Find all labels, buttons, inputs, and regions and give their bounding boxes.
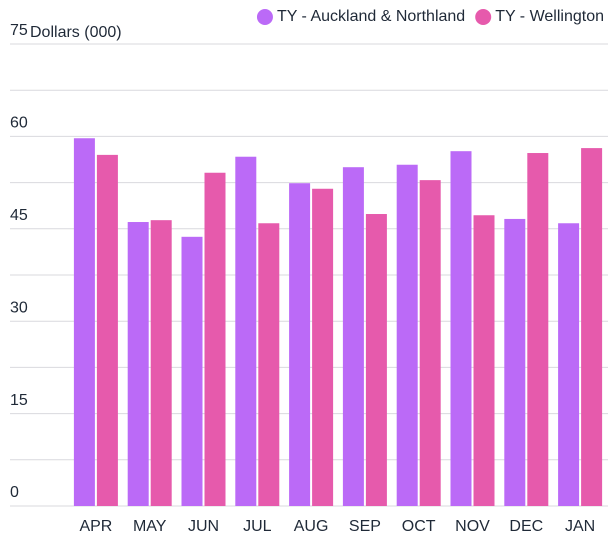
bar: [365, 214, 387, 507]
bar: [181, 236, 203, 507]
legend-label: TY - Auckland & Northland: [277, 8, 465, 25]
x-tick-label: AUG: [294, 518, 329, 535]
x-tick-label: MAY: [133, 518, 167, 535]
x-tick-label: JUN: [188, 518, 219, 535]
bar: [258, 223, 280, 507]
x-tick-label: NOV: [455, 518, 490, 535]
bar: [396, 164, 418, 506]
x-tick-label: SEP: [349, 518, 381, 535]
bar: [96, 154, 118, 506]
y-tick-label: 75: [10, 22, 28, 39]
bar: [73, 138, 95, 507]
bar: [450, 151, 472, 506]
bar: [127, 222, 149, 507]
bar: [235, 156, 257, 506]
bar: [289, 183, 311, 506]
x-tick-label: JUL: [243, 518, 272, 535]
x-tick-label: JAN: [565, 518, 595, 535]
legend-swatch: [475, 9, 492, 25]
bar: [504, 218, 526, 506]
bar: [419, 180, 441, 507]
y-tick-label: 60: [10, 115, 28, 132]
legend-label: TY - Wellington: [495, 8, 604, 25]
bar: [312, 188, 334, 506]
y-tick-label: 15: [10, 392, 28, 409]
bar: [558, 223, 580, 507]
y-tick-label: 30: [10, 299, 28, 316]
x-tick-label: OCT: [402, 518, 436, 535]
legend-swatch: [256, 9, 273, 25]
x-tick-label: DEC: [509, 518, 543, 535]
bar: [527, 153, 549, 507]
bar: [342, 167, 364, 506]
y-tick-label: 0: [10, 484, 19, 501]
x-tick-label: APR: [79, 518, 112, 535]
bar: [204, 172, 226, 506]
y-tick-label: 45: [10, 207, 28, 224]
y-axis-label: Dollars (000): [30, 24, 122, 41]
bar: [581, 148, 603, 506]
bar: [150, 220, 172, 506]
bar: [473, 215, 495, 507]
